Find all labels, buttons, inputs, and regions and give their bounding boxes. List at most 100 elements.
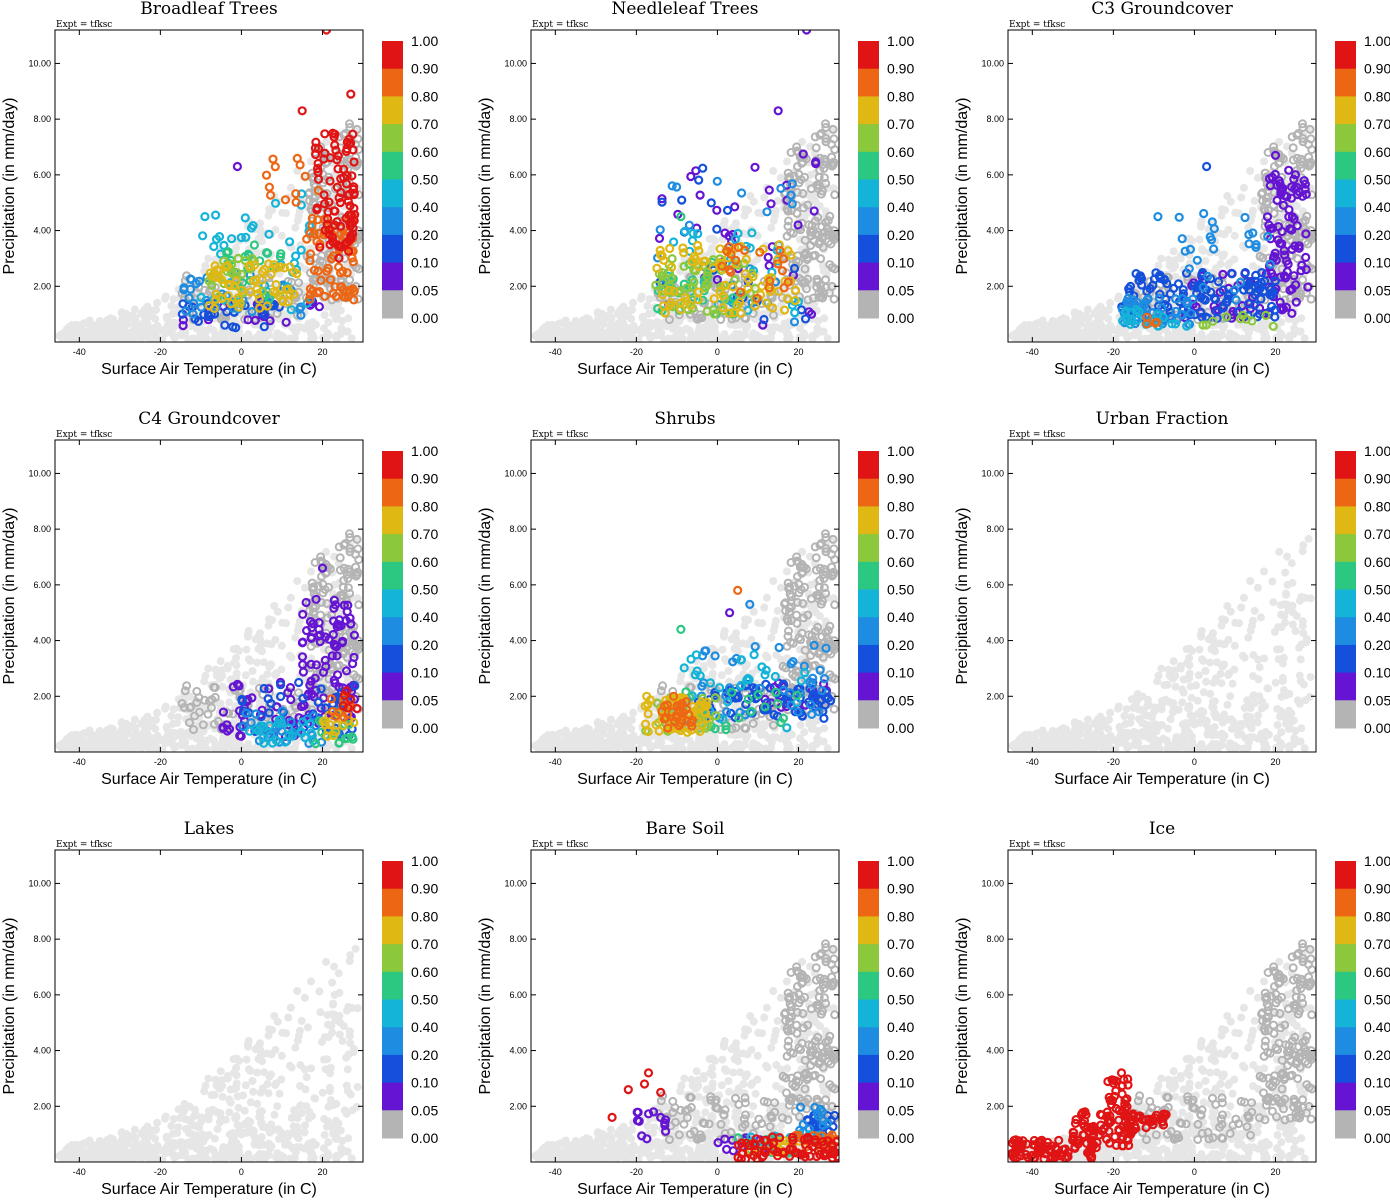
data-point bbox=[733, 228, 743, 239]
colorbar-segment bbox=[1335, 96, 1356, 125]
background-point bbox=[1243, 333, 1252, 342]
background-point bbox=[332, 312, 341, 321]
zero-fraction-point bbox=[353, 294, 363, 304]
background-point bbox=[1292, 202, 1301, 211]
zero-fraction-point bbox=[821, 178, 831, 188]
data-point bbox=[276, 680, 286, 690]
zero-fraction-point bbox=[1293, 129, 1303, 138]
background-point bbox=[253, 658, 262, 667]
data-point bbox=[694, 246, 704, 256]
background-point bbox=[112, 743, 121, 752]
data-point bbox=[286, 694, 296, 705]
zero-fraction-point bbox=[1300, 216, 1310, 226]
zero-fraction-point bbox=[340, 539, 350, 548]
background-point bbox=[1297, 314, 1306, 323]
data-point bbox=[1290, 170, 1301, 180]
zero-fraction-point bbox=[324, 674, 334, 684]
data-point bbox=[323, 207, 333, 217]
zero-fraction-point bbox=[294, 688, 304, 698]
background-point bbox=[610, 326, 619, 335]
data-point bbox=[281, 317, 291, 327]
background-point bbox=[322, 302, 331, 311]
x-tick-label: -40 bbox=[549, 347, 562, 357]
data-point bbox=[739, 245, 750, 255]
background-point bbox=[1253, 173, 1262, 182]
data-point bbox=[196, 292, 206, 303]
data-point bbox=[1227, 269, 1237, 279]
background-point bbox=[766, 333, 775, 342]
data-point bbox=[1201, 320, 1211, 330]
colorbar-segment bbox=[858, 96, 879, 125]
data-point bbox=[251, 709, 261, 719]
data-point bbox=[268, 154, 278, 164]
zero-fraction-point bbox=[741, 314, 751, 323]
data-point bbox=[285, 289, 295, 299]
data-point bbox=[1230, 285, 1240, 295]
data-point bbox=[327, 651, 337, 661]
data-point bbox=[279, 263, 290, 273]
data-point bbox=[308, 286, 318, 296]
background-point bbox=[588, 326, 596, 335]
colorbar-segment bbox=[858, 68, 879, 97]
background-point bbox=[129, 312, 137, 321]
background-point bbox=[1277, 318, 1286, 327]
data-point bbox=[673, 287, 683, 297]
colorbar-label: 0.60 bbox=[411, 144, 438, 160]
background-point bbox=[217, 333, 225, 342]
data-point bbox=[1208, 244, 1219, 254]
zero-fraction-point bbox=[354, 600, 363, 610]
data-point bbox=[729, 308, 739, 318]
x-tick-label: 0 bbox=[715, 347, 720, 357]
data-point bbox=[346, 619, 356, 629]
data-point bbox=[334, 620, 344, 630]
data-point bbox=[337, 638, 347, 648]
background-point bbox=[101, 326, 110, 335]
data-point bbox=[775, 245, 785, 256]
background-point bbox=[307, 567, 315, 576]
data-point bbox=[247, 307, 257, 317]
zero-fraction-point bbox=[811, 143, 821, 153]
background-point bbox=[1224, 225, 1233, 234]
data-point bbox=[1136, 274, 1147, 284]
data-point bbox=[218, 707, 228, 717]
background-point bbox=[1220, 322, 1229, 330]
background-point bbox=[134, 326, 143, 335]
x-tick-label: 20 bbox=[793, 347, 803, 357]
background-point bbox=[1221, 206, 1230, 215]
background-point bbox=[1257, 319, 1266, 328]
data-point bbox=[1189, 281, 1199, 291]
data-point bbox=[717, 261, 727, 271]
data-point bbox=[349, 157, 359, 167]
data-point bbox=[657, 197, 667, 207]
zero-fraction-point bbox=[814, 172, 824, 182]
data-point bbox=[1184, 264, 1194, 274]
zero-fraction-point bbox=[821, 137, 831, 147]
zero-fraction-point bbox=[177, 699, 187, 708]
background-point bbox=[729, 223, 738, 232]
background-point bbox=[65, 331, 74, 339]
colorbar-label: 0.90 bbox=[411, 61, 438, 77]
data-point bbox=[200, 212, 210, 222]
zero-fraction-point bbox=[830, 145, 839, 155]
data-point bbox=[706, 198, 716, 208]
data-point bbox=[330, 220, 340, 230]
zero-fraction-point bbox=[716, 315, 726, 324]
background-point bbox=[1248, 206, 1257, 215]
data-point bbox=[1221, 312, 1232, 322]
experiment-label: Expt = tfksc bbox=[56, 430, 112, 440]
background-point bbox=[128, 327, 137, 336]
data-point bbox=[1178, 289, 1189, 299]
data-point bbox=[344, 235, 354, 245]
background-point bbox=[353, 594, 362, 603]
background-point bbox=[1104, 334, 1113, 342]
zero-fraction-point bbox=[338, 582, 348, 592]
background-point bbox=[78, 730, 87, 739]
background-point bbox=[1162, 326, 1171, 335]
zero-fraction-point bbox=[210, 683, 220, 692]
data-point bbox=[334, 193, 344, 203]
data-point bbox=[304, 294, 314, 304]
background-point bbox=[209, 326, 218, 335]
data-point bbox=[190, 314, 200, 324]
background-point bbox=[1012, 334, 1021, 342]
data-point bbox=[1162, 279, 1172, 289]
